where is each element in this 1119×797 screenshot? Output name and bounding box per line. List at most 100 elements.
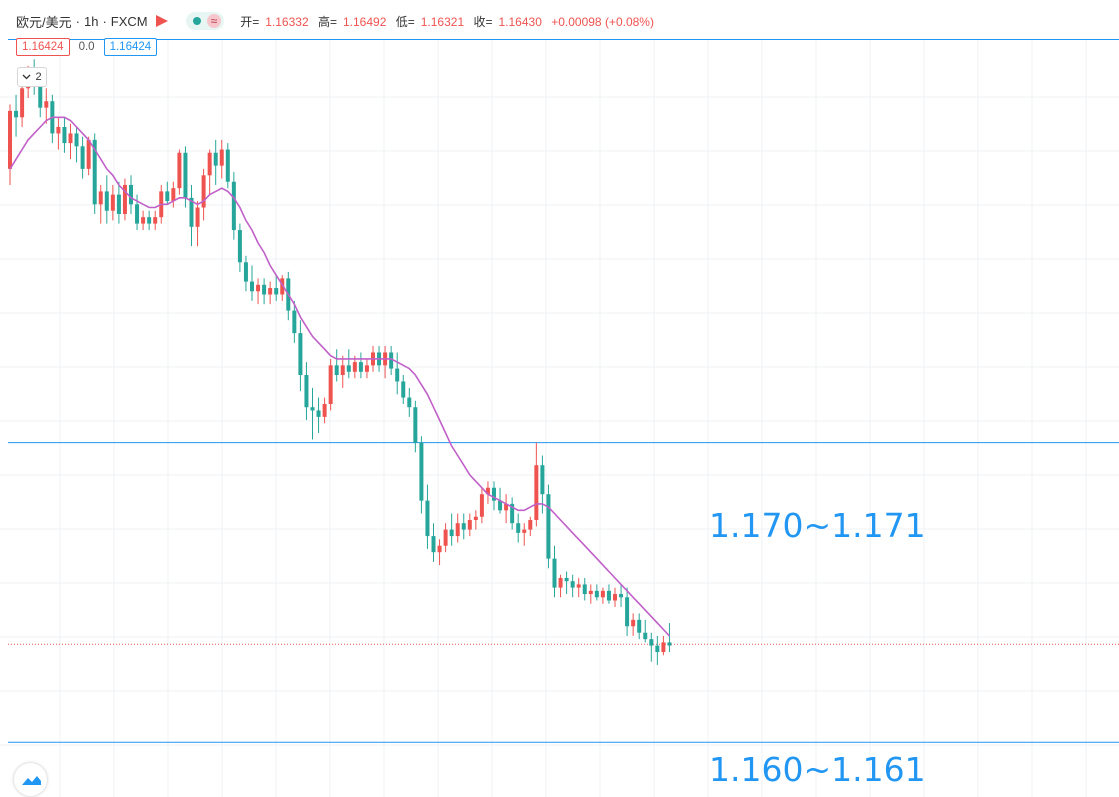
candle-body <box>44 101 49 108</box>
candle-body <box>153 217 158 224</box>
candle-body <box>292 310 297 334</box>
market-status-pill[interactable]: ≈ <box>185 12 225 30</box>
symbol-name[interactable]: 欧元/美元 <box>16 14 72 30</box>
candle-body <box>449 529 454 537</box>
candle-body <box>280 278 285 295</box>
spread-value: 0.0 <box>78 41 95 53</box>
candle-body <box>86 139 91 169</box>
bid-ask-row: 1.16424 0.0 1.16424 <box>16 38 158 56</box>
candle-body <box>540 465 545 495</box>
candle-body <box>661 642 666 653</box>
market-open-icon <box>192 17 201 25</box>
candle-body <box>358 362 363 372</box>
candle-body <box>558 577 563 588</box>
candle-body <box>104 191 109 211</box>
candle-body <box>619 594 624 598</box>
candle-body <box>528 519 533 530</box>
candle-body <box>231 181 236 231</box>
candle-body <box>177 152 182 189</box>
indicators-toggle-button[interactable]: 2 <box>17 67 47 87</box>
sell-price-button[interactable]: 1.16424 <box>16 38 70 56</box>
candle-body <box>522 529 527 533</box>
candle-body <box>56 126 61 134</box>
candle-body <box>485 487 490 495</box>
candle-body <box>419 442 424 501</box>
open-value: 1.16332 <box>265 14 309 29</box>
candle-body <box>546 494 551 559</box>
candle-body <box>594 590 599 598</box>
legend-separator: · <box>102 13 107 29</box>
flag-icon[interactable] <box>155 15 168 27</box>
candle-body <box>352 362 357 372</box>
candle-body <box>389 352 394 369</box>
candle-body <box>498 500 503 511</box>
candle-body <box>552 558 557 588</box>
indicator-count: 2 <box>35 71 42 83</box>
candle-body <box>237 230 242 263</box>
candle-body <box>643 632 648 640</box>
legend-separator: · <box>75 13 80 29</box>
tradingview-logo-icon[interactable] <box>14 763 47 796</box>
candle-body <box>219 149 224 166</box>
candle-body <box>600 590 605 598</box>
candle-body <box>510 503 515 524</box>
candle-body <box>207 152 212 176</box>
candle-body <box>92 139 97 205</box>
candle-body <box>346 365 351 372</box>
lower-level-label: 1.160~1.161 <box>709 750 926 789</box>
candle-body <box>225 149 230 182</box>
wave-icon: ≈ <box>206 14 222 28</box>
close-value: 1.16430 <box>498 14 542 29</box>
candle-body <box>492 487 496 501</box>
candle-body <box>298 333 303 376</box>
candle-body <box>183 152 188 198</box>
candle-body <box>667 642 672 646</box>
candle-body <box>328 365 333 405</box>
candle-body <box>613 594 617 601</box>
candle-body <box>201 175 206 208</box>
ma-line <box>9 116 670 637</box>
candle-body <box>62 126 67 144</box>
candle-body <box>268 288 273 295</box>
candle-body <box>147 217 152 224</box>
high-value: 1.16492 <box>342 14 387 29</box>
candle-body <box>340 365 345 376</box>
ohlc-values: 开= 1.16332 高= 1.16492 低= 1.16321 收= 1.16430 … <box>240 13 654 30</box>
candle-body <box>504 503 509 511</box>
candle-body <box>310 407 315 411</box>
symbol-legend[interactable]: 欧元/美元 · 1h · FXCM ≈ 开= 1.16332 高= 1.16492 … <box>16 11 654 31</box>
candle-body <box>631 619 636 627</box>
candle-body <box>401 381 406 398</box>
candle-body <box>431 536 436 553</box>
chevron-down-icon <box>22 74 31 80</box>
candle-body <box>98 191 103 205</box>
candle-body <box>8 110 12 169</box>
candle-body <box>165 191 170 202</box>
high-label: 高= <box>317 14 337 29</box>
candle-body <box>171 188 176 202</box>
candle-body <box>250 281 254 292</box>
candle-body <box>316 410 321 417</box>
candle-body <box>582 584 587 595</box>
buy-price-button[interactable]: 1.16424 <box>103 38 158 56</box>
candle-body <box>110 194 115 211</box>
candle-body <box>649 639 654 646</box>
interval-label[interactable]: 1h <box>83 13 99 29</box>
change-value: +0.00098 (+0.08%) <box>551 14 654 29</box>
open-label: 开= <box>240 14 260 29</box>
chart-grid <box>0 40 1119 797</box>
candle-body <box>243 262 248 282</box>
candle-body <box>425 500 430 537</box>
candle-body <box>655 645 660 653</box>
candle-body <box>256 284 261 292</box>
close-label: 收= <box>473 14 493 29</box>
candle-body <box>437 545 442 553</box>
candle-body <box>395 368 400 382</box>
candle-body <box>413 407 418 443</box>
cloud-icon <box>21 775 41 785</box>
candle-body <box>68 133 73 144</box>
candle-body <box>141 217 146 224</box>
candle-body <box>213 152 218 166</box>
candle-body <box>20 88 25 118</box>
